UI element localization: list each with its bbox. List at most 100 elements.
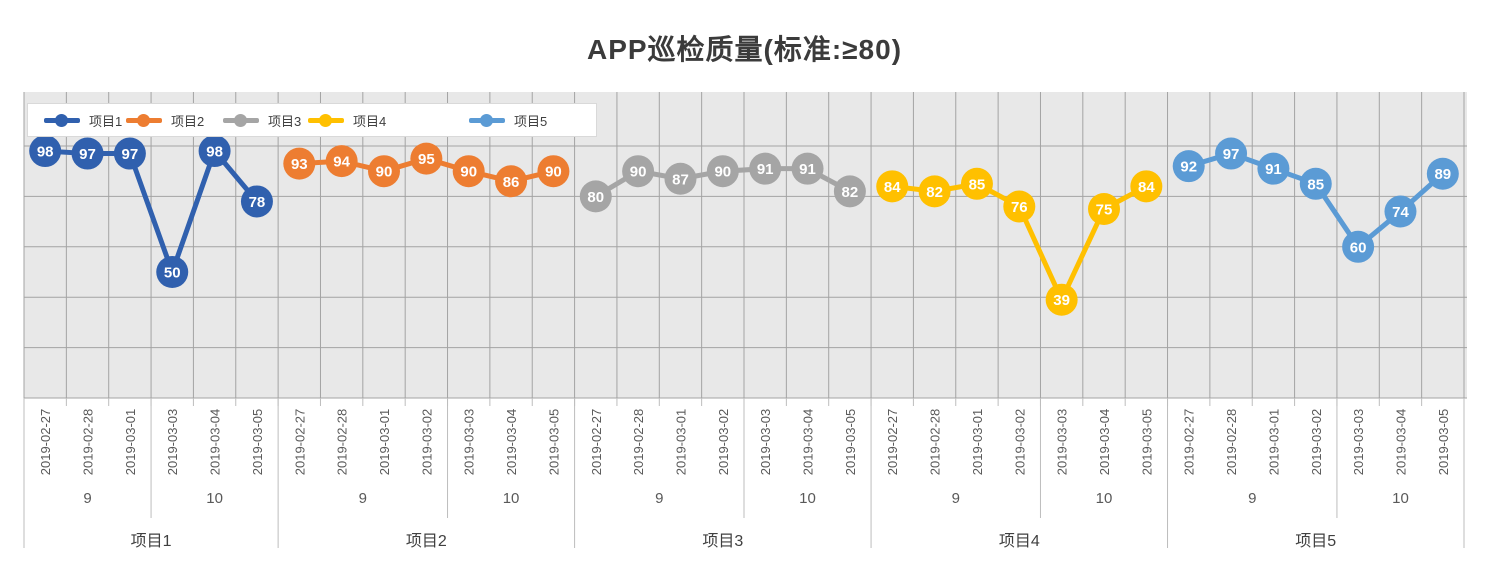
data-point-label: 80 bbox=[587, 189, 604, 206]
data-point-label: 74 bbox=[1392, 204, 1409, 221]
data-point-label: 91 bbox=[757, 161, 774, 178]
data-point-marker bbox=[29, 135, 62, 168]
x-axis-date-label: 2019-02-28 bbox=[928, 409, 943, 476]
data-point-label: 90 bbox=[630, 164, 647, 181]
legend-marker-icon bbox=[308, 113, 344, 127]
legend-item-project-4[interactable]: 项目4 bbox=[308, 104, 386, 136]
legend-marker-icon bbox=[44, 113, 80, 127]
data-point-label: 90 bbox=[460, 164, 477, 181]
data-point-label: 86 bbox=[503, 174, 520, 191]
data-point-label: 91 bbox=[1265, 161, 1282, 178]
data-point-label: 95 bbox=[418, 151, 435, 168]
x-axis-date-label: 2019-03-03 bbox=[462, 409, 477, 476]
data-point-marker bbox=[283, 147, 316, 180]
data-point-marker bbox=[537, 155, 570, 188]
data-point-marker bbox=[1299, 167, 1332, 200]
x-axis-date-label: 2019-03-05 bbox=[546, 409, 561, 476]
x-axis-date-label: 2019-03-04 bbox=[208, 409, 223, 476]
data-point-label: 98 bbox=[37, 144, 54, 161]
data-point-marker bbox=[1172, 150, 1205, 183]
data-point-marker bbox=[579, 180, 612, 213]
data-point-label: 84 bbox=[1138, 179, 1155, 196]
data-point-label: 82 bbox=[842, 184, 859, 201]
x-axis-date-label: 2019-02-28 bbox=[631, 409, 646, 476]
data-point-label: 76 bbox=[1011, 199, 1028, 216]
x-axis-date-label: 2019-02-27 bbox=[38, 409, 53, 476]
legend-marker-icon bbox=[469, 113, 505, 127]
data-point-marker bbox=[749, 152, 782, 185]
x-axis-week-label: 9 bbox=[83, 490, 91, 507]
x-axis-project-label: 项目4 bbox=[999, 533, 1040, 550]
data-point-label: 78 bbox=[249, 194, 266, 211]
legend-item-project-3[interactable]: 项目3 bbox=[223, 104, 301, 136]
data-point-marker bbox=[240, 185, 273, 218]
legend-item-project-2[interactable]: 项目2 bbox=[126, 104, 204, 136]
data-point-label: 90 bbox=[545, 164, 562, 181]
data-point-marker bbox=[325, 145, 358, 178]
x-axis-date-label: 2019-02-28 bbox=[81, 409, 96, 476]
chart-title: APP巡检质量(标准:≥80) bbox=[586, 34, 903, 65]
x-axis-date-label: 2019-03-04 bbox=[801, 409, 816, 476]
x-axis-date-label: 2019-03-03 bbox=[1055, 409, 1070, 476]
x-axis-week-label: 10 bbox=[206, 490, 223, 507]
legend-label: 项目2 bbox=[171, 113, 205, 129]
data-point-label: 93 bbox=[291, 156, 308, 173]
legend-item-project-1[interactable]: 项目1 bbox=[44, 104, 122, 136]
data-point-marker bbox=[156, 256, 189, 288]
x-axis-date-label: 2019-02-28 bbox=[1224, 409, 1239, 476]
data-point-marker bbox=[1088, 193, 1120, 225]
legend-label: 项目4 bbox=[353, 113, 387, 129]
data-point-marker bbox=[198, 135, 231, 168]
data-point-marker bbox=[495, 165, 528, 198]
x-axis-date-label: 2019-02-27 bbox=[885, 409, 900, 476]
data-point-marker bbox=[1384, 195, 1417, 228]
x-axis-week-label: 9 bbox=[1248, 490, 1256, 507]
data-point-label: 89 bbox=[1434, 166, 1451, 183]
x-axis-date-label: 2019-03-05 bbox=[1139, 409, 1154, 476]
x-axis-week-label: 9 bbox=[359, 490, 367, 507]
x-axis-date-label: 2019-03-04 bbox=[504, 409, 519, 476]
x-axis-project-label: 项目5 bbox=[1295, 533, 1336, 550]
data-point-label: 94 bbox=[333, 154, 350, 171]
x-axis-date-label: 2019-03-01 bbox=[123, 409, 138, 476]
x-axis-date-label: 2019-03-01 bbox=[673, 409, 688, 476]
data-point-label: 85 bbox=[1307, 176, 1324, 193]
plot-background bbox=[24, 92, 1467, 398]
data-point-marker bbox=[918, 175, 951, 208]
x-axis-week-label: 10 bbox=[503, 490, 520, 507]
data-point-marker bbox=[1003, 190, 1036, 223]
legend-label: 项目5 bbox=[514, 113, 548, 129]
data-point-label: 75 bbox=[1096, 202, 1113, 219]
x-axis-date-label: 2019-03-02 bbox=[1309, 409, 1324, 476]
x-axis-date-label: 2019-03-03 bbox=[758, 409, 773, 476]
data-point-marker bbox=[833, 175, 866, 208]
data-point-marker bbox=[1342, 230, 1375, 263]
data-point-label: 60 bbox=[1350, 239, 1367, 256]
x-axis-date-label: 2019-03-04 bbox=[1097, 409, 1112, 476]
x-axis-week-label: 10 bbox=[1392, 490, 1409, 507]
data-point-marker bbox=[1130, 170, 1163, 203]
x-axis-week-label: 10 bbox=[799, 490, 816, 507]
data-point-label: 97 bbox=[79, 146, 96, 163]
x-axis-date-label: 2019-02-28 bbox=[335, 409, 350, 476]
x-axis-date-label: 2019-03-01 bbox=[377, 409, 392, 476]
data-point-marker bbox=[622, 155, 655, 188]
legend-marker-icon bbox=[126, 113, 162, 127]
data-point-marker bbox=[1215, 137, 1248, 170]
legend-label: 项目3 bbox=[268, 113, 302, 129]
data-point-label: 98 bbox=[206, 144, 223, 161]
x-axis-date-label: 2019-03-01 bbox=[1266, 409, 1281, 476]
data-point-marker bbox=[791, 152, 824, 185]
legend-item-project-5[interactable]: 项目5 bbox=[469, 104, 547, 136]
x-axis-date-label: 2019-03-02 bbox=[1012, 409, 1027, 476]
x-axis-date-label: 2019-03-02 bbox=[419, 409, 434, 476]
x-axis-project-label: 项目1 bbox=[131, 533, 172, 550]
data-point-label: 90 bbox=[714, 164, 731, 181]
x-axis-date-label: 2019-03-05 bbox=[250, 409, 265, 476]
data-point-marker bbox=[1257, 152, 1290, 185]
legend-marker-icon bbox=[223, 113, 259, 127]
data-point-label: 85 bbox=[969, 176, 986, 193]
x-axis-date-label: 2019-02-27 bbox=[589, 409, 604, 476]
data-point-label: 92 bbox=[1180, 159, 1197, 176]
data-point-marker bbox=[410, 142, 443, 175]
